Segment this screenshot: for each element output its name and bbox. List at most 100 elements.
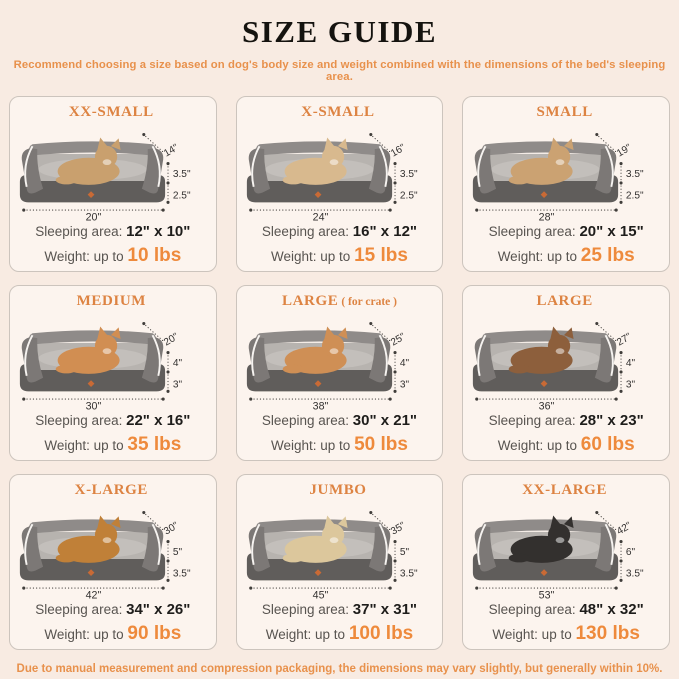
measurement-width: 38" <box>312 400 328 412</box>
bed-scene: 19" 3.5" 2.5" 28" <box>472 132 644 223</box>
size-title: LARGE <box>469 293 663 310</box>
sleeping-area-value: 12" x 10" <box>126 223 191 241</box>
sleeping-area-value: 37" x 31" <box>352 601 418 619</box>
weight-line: Weight: up to 15 lbs <box>243 244 437 268</box>
measurement-lines <box>475 321 623 401</box>
bed-with-pet-icon <box>18 135 167 203</box>
size-title-text: MEDIUM <box>76 293 147 309</box>
weight-value: 25 lbs <box>580 244 635 266</box>
bed-scene: 16" 3.5" 2.5" 24" <box>245 132 418 223</box>
bed-with-pet-icon <box>472 513 620 581</box>
size-title: SMALL <box>469 104 663 121</box>
weight-line: Weight: up to 50 lbs <box>243 433 437 457</box>
measurement-base-height: 2.5" <box>626 190 644 201</box>
size-title: XX-LARGE <box>469 482 663 499</box>
weight-line: Weight: up to 60 lbs <box>469 433 663 457</box>
sleeping-area-label: Sleeping area: <box>488 602 576 618</box>
weight-line: Weight: up to 100 lbs <box>243 622 437 646</box>
measurement-base-height: 3" <box>400 379 410 390</box>
measurement-depth: 19" <box>615 142 634 159</box>
measurement-width: 28" <box>539 211 555 223</box>
measurement-bolster-height: 6" <box>626 547 636 558</box>
measurement-base-height: 3" <box>173 379 183 390</box>
weight-label: Weight: up to <box>265 626 346 642</box>
size-title: XX-SMALL <box>16 104 210 121</box>
sleeping-area-label: Sleeping area: <box>35 224 123 240</box>
weight-label: Weight: up to <box>271 248 351 264</box>
sleeping-area-label: Sleeping area: <box>488 413 576 429</box>
measurement-bolster-height: 3.5" <box>626 169 644 180</box>
measurement-depth: 20" <box>162 331 181 348</box>
bed-scene: 30" 5" 3.5" 42" <box>18 510 191 601</box>
measurement-depth: 16" <box>389 142 408 159</box>
measurement-bolster-height: 3.5" <box>400 169 418 180</box>
measurement-bolster-height: 3.5" <box>173 169 191 180</box>
weight-label: Weight: up to <box>497 248 577 264</box>
measurement-width: 45" <box>312 589 328 601</box>
weight-line: Weight: up to 130 lbs <box>469 622 663 646</box>
weight-value: 10 lbs <box>127 244 182 266</box>
size-card-large: LARGE 27" 4" 3" 36" Sleeping area: 28" x… <box>462 285 670 461</box>
size-title: LARGE( for crate ) <box>243 293 437 310</box>
measurement-lines <box>248 132 397 212</box>
weight-line: Weight: up to 90 lbs <box>16 622 210 646</box>
measurement-bolster-height: 5" <box>400 547 410 558</box>
size-card-xx-large: XX-LARGE 42" 6" 3.5" 53" Sleeping area: … <box>462 474 670 650</box>
bed-scene: 20" 4" 3" 30" <box>18 321 183 412</box>
weight-label: Weight: up to <box>44 626 124 642</box>
size-title-text: LARGE <box>536 293 593 309</box>
weight-value: 15 lbs <box>354 244 408 266</box>
weight-label: Weight: up to <box>44 437 124 453</box>
sleeping-area-value: 34" x 26" <box>126 601 191 619</box>
size-title-text: LARGE <box>281 293 339 309</box>
measurement-depth: 27" <box>615 331 634 348</box>
weight-value: 60 lbs <box>580 433 635 455</box>
size-title-text: XX-LARGE <box>522 482 608 498</box>
size-card-x-small: X-SMALL 16" 3.5" 2.5" 24" Sleeping area:… <box>235 96 444 272</box>
measurement-lines <box>248 321 397 401</box>
size-title: X-LARGE <box>16 482 210 499</box>
sleeping-area-label: Sleeping area: <box>35 413 123 429</box>
weight-label: Weight: up to <box>44 248 124 264</box>
weight-line: Weight: up to 25 lbs <box>469 244 663 268</box>
sleeping-area-value: 16" x 12" <box>352 223 418 241</box>
weight-value: 90 lbs <box>127 622 182 644</box>
footnote: Due to manual measurement and compressio… <box>16 663 663 675</box>
size-card-medium: MEDIUM 20" 4" 3" 30" Sleeping area: 22" … <box>9 285 217 461</box>
measurement-depth: 30" <box>162 520 181 537</box>
sleeping-area-line: Sleeping area: 37" x 31" <box>243 601 437 620</box>
weight-label: Weight: up to <box>492 626 572 642</box>
sleeping-area-line: Sleeping area: 34" x 26" <box>16 601 210 620</box>
measurement-lines <box>22 132 170 212</box>
sleeping-area-value: 22" x 16" <box>126 412 191 430</box>
weight-line: Weight: up to 35 lbs <box>16 433 210 457</box>
measurement-lines <box>248 510 397 590</box>
measurement-bolster-height: 4" <box>173 358 183 369</box>
measurement-width: 36" <box>539 400 555 412</box>
measurement-base-height: 3.5" <box>400 568 418 579</box>
sleeping-area-line: Sleeping area: 28" x 23" <box>469 412 663 431</box>
sleeping-area-value: 30" x 21" <box>352 412 418 430</box>
measurement-bolster-height: 4" <box>400 358 410 369</box>
weight-value: 35 lbs <box>127 433 182 455</box>
size-card-small: SMALL 19" 3.5" 2.5" 28" Sleeping area: 2… <box>462 96 670 272</box>
bed-with-pet-icon <box>472 324 620 392</box>
sleeping-area-label: Sleeping area: <box>261 224 349 240</box>
sleeping-area-value: 20" x 15" <box>579 223 644 241</box>
size-title-suffix: ( for crate ) <box>341 296 397 308</box>
measurement-width: 53" <box>539 589 555 601</box>
measurement-lines <box>475 510 623 590</box>
size-title-text: XX-SMALL <box>68 104 154 120</box>
measurement-width: 30" <box>86 400 102 412</box>
size-title: X-SMALL <box>243 104 437 121</box>
bed-with-pet-icon <box>245 513 393 581</box>
measurement-width: 42" <box>86 589 102 601</box>
measurement-depth: 14" <box>162 142 181 159</box>
measurement-base-height: 3.5" <box>626 568 644 579</box>
size-card-large-for-crate: LARGE( for crate ) 25" 4" 3" 38" Sleepin… <box>235 285 444 461</box>
size-title: JUMBO <box>243 482 437 499</box>
measurement-width: 20" <box>86 211 102 223</box>
weight-value: 100 lbs <box>348 622 414 644</box>
measurement-lines <box>22 510 170 590</box>
